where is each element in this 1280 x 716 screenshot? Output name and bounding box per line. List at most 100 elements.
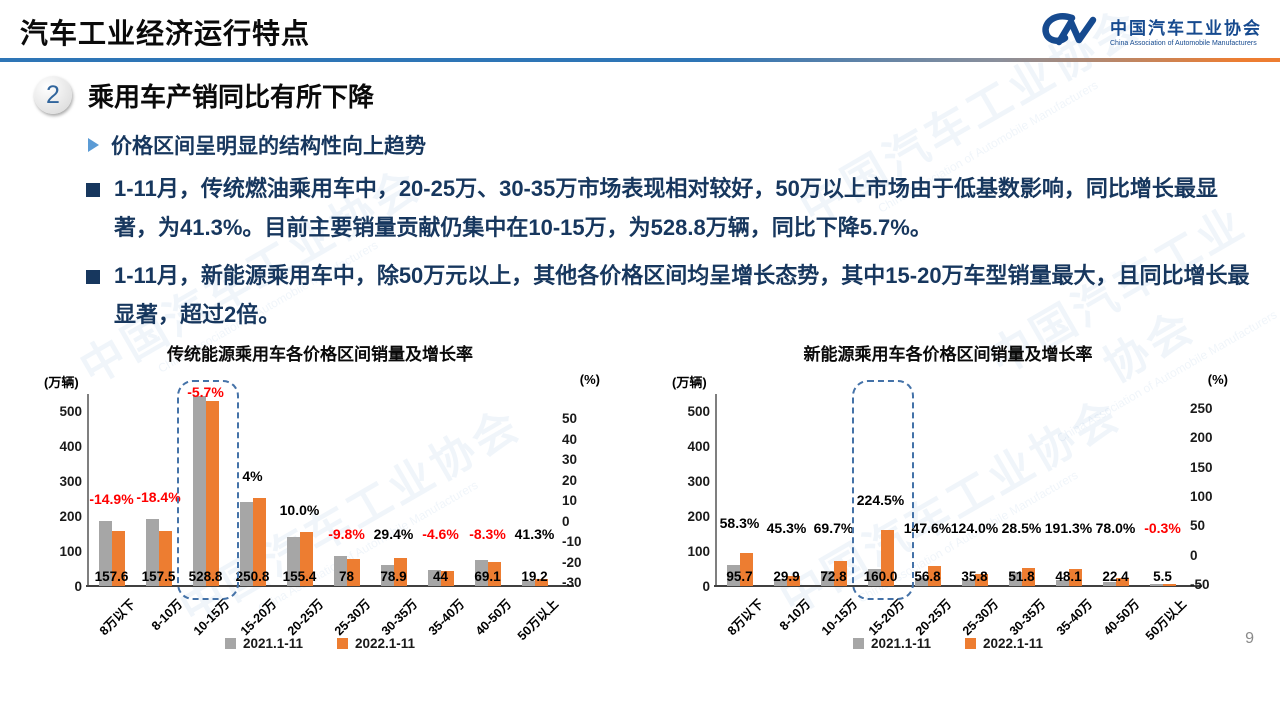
bar-2022	[1162, 584, 1176, 586]
bar-2021	[474, 559, 488, 586]
value-label: 157.5	[141, 569, 176, 584]
bar-2021	[914, 578, 928, 586]
bar-2022	[440, 570, 454, 586]
legend-label-2021: 2021.1-11	[242, 635, 303, 651]
x-axis-label: 10-15万	[190, 596, 233, 639]
bar-2021	[773, 578, 787, 586]
right-axis-tick: 100	[1190, 489, 1213, 504]
right-axis-tick: 10	[562, 493, 578, 508]
value-label: 160.0	[863, 569, 898, 584]
page-number: 9	[1245, 630, 1254, 647]
left-axis-tick: 200	[59, 509, 82, 524]
chart-legend: 2021.1-11 2022.1-11	[34, 634, 606, 652]
growth-label: 147.6%	[903, 520, 952, 536]
x-axis-label: 8-10万	[148, 596, 186, 634]
left-axis-unit: (万辆)	[44, 375, 79, 390]
x-axis-label: 35-40万	[425, 596, 468, 639]
growth-label: -18.4%	[136, 488, 181, 505]
x-axis-line	[714, 584, 1202, 587]
chart-title: 新能源乘用车各价格区间销量及增长率	[803, 345, 1093, 364]
bar-2021	[961, 580, 975, 586]
bullet-text: 1-11月，传统燃油乘用车中，20-25万、30-35万市场表现相对较好，50万…	[114, 176, 1218, 240]
growth-label: -5.7%	[187, 384, 224, 400]
growth-label: 191.3%	[1044, 520, 1093, 536]
bar-2022	[1021, 567, 1035, 586]
highlight-box	[176, 380, 239, 600]
x-axis-label: 40-50万	[472, 596, 515, 639]
bar-2021	[1149, 584, 1163, 586]
square-bullet-icon	[86, 270, 100, 284]
section-number-badge: 2	[34, 76, 72, 114]
bar-2021	[380, 564, 394, 586]
charts-row: 传统能源乘用车各价格区间销量及增长率 (万辆) (%) 500 400 300 200 10…	[0, 340, 1280, 652]
bar-2022	[786, 575, 800, 586]
growth-label: 224.5%	[856, 492, 905, 508]
bar-2022	[393, 558, 407, 586]
plot-area: 500 400 300 200 100 0 250 200 150 100 50 0 -50 58.3% 9…	[687, 380, 1213, 643]
x-axis-label: 30-35万	[378, 596, 421, 639]
x-axis-label: 10-15万	[818, 596, 861, 639]
value-label: 528.8	[188, 569, 223, 584]
logo-name: 中国汽车工业协会	[1110, 18, 1262, 38]
growth-label: 78.0%	[1095, 520, 1136, 536]
bullet-text: 1-11月，新能源乘用车中，除50万元以上，其他各价格区间均呈增长态势，其中15…	[114, 263, 1250, 327]
bar-2022	[111, 530, 125, 586]
bar-2022	[1068, 569, 1082, 586]
header: 汽车工业经济运行特点 中国汽车工业协会 China Association of…	[0, 0, 1280, 58]
bar-2022	[974, 573, 988, 586]
section-title: 乘用车产销同比有所下降	[88, 81, 375, 112]
x-axis-label: 25-30万	[331, 596, 374, 639]
x-axis-label: 30-35万	[1006, 596, 1049, 639]
left-axis-tick: 100	[59, 544, 82, 559]
value-label: 19.2	[521, 569, 548, 584]
square-bullet-icon	[86, 183, 100, 197]
right-axis-unit: (%)	[579, 372, 600, 387]
bar-2021	[145, 518, 159, 586]
left-axis-tick: 100	[687, 544, 710, 559]
logo-tagline: China Association of Automobile Manufact…	[1110, 39, 1257, 47]
right-axis-tick: -10	[562, 534, 582, 549]
right-axis-tick: 0	[562, 513, 570, 529]
growth-label: 4%	[242, 468, 263, 485]
subtitle: 价格区间呈明显的结构性向上趋势	[111, 135, 426, 158]
bar-2021	[820, 571, 834, 586]
x-axis-label: 8-10万	[776, 596, 814, 634]
right-axis-tick: 250	[1190, 401, 1213, 416]
traditional-fuel-chart: 传统能源乘用车各价格区间销量及增长率 (万辆) (%) 500 400 300 200 10…	[34, 340, 606, 652]
subtitle-row: 价格区间呈明显的结构性向上趋势	[88, 130, 1280, 160]
x-axis-label: 15-20万	[237, 596, 280, 639]
left-axis-unit: (万辆)	[672, 375, 707, 390]
caam-logo-mark-icon	[1042, 13, 1097, 46]
left-axis-tick: 0	[702, 579, 710, 594]
legend-label-2022: 2022.1-11	[983, 635, 1044, 651]
left-axis-tick: 400	[59, 439, 82, 454]
bar-2022	[252, 498, 266, 586]
left-axis-tick: 300	[59, 474, 82, 489]
right-axis-unit: (%)	[1207, 372, 1228, 387]
value-label: 72.8	[820, 569, 847, 584]
left-axis-tick: 400	[687, 439, 710, 454]
x-axis-label: 20-25万	[284, 596, 327, 639]
x-axis-label: 35-40万	[1053, 596, 1096, 639]
y-axis-line	[715, 394, 717, 586]
growth-label: -4.6%	[422, 526, 459, 542]
legend-label-2021: 2021.1-11	[870, 635, 931, 651]
right-axis-tick: 200	[1190, 430, 1213, 446]
bar-2021	[192, 396, 206, 586]
value-label: 35.8	[961, 569, 988, 584]
growth-label: -9.8%	[328, 525, 365, 542]
x-axis-label: 40-50万	[1100, 596, 1143, 639]
value-label: 48.1	[1055, 569, 1082, 584]
bar-2022	[534, 579, 548, 586]
bar-2022	[487, 561, 501, 586]
x-axis-label: 8万以下	[96, 596, 139, 639]
x-axis-label: 15-20万	[865, 596, 908, 639]
arrow-bullet-icon	[88, 138, 99, 152]
right-axis-tick: -20	[562, 554, 582, 570]
chart-body: (万辆) (%) 500 400 300 200 100 0 250 200 150 100 50 0 -5…	[662, 364, 1234, 643]
value-label: 157.6	[94, 569, 129, 584]
left-axis-tick: 300	[687, 474, 710, 489]
right-axis-tick: 40	[562, 431, 578, 447]
left-axis-tick: 500	[59, 404, 82, 419]
growth-label: 45.3%	[766, 520, 807, 536]
